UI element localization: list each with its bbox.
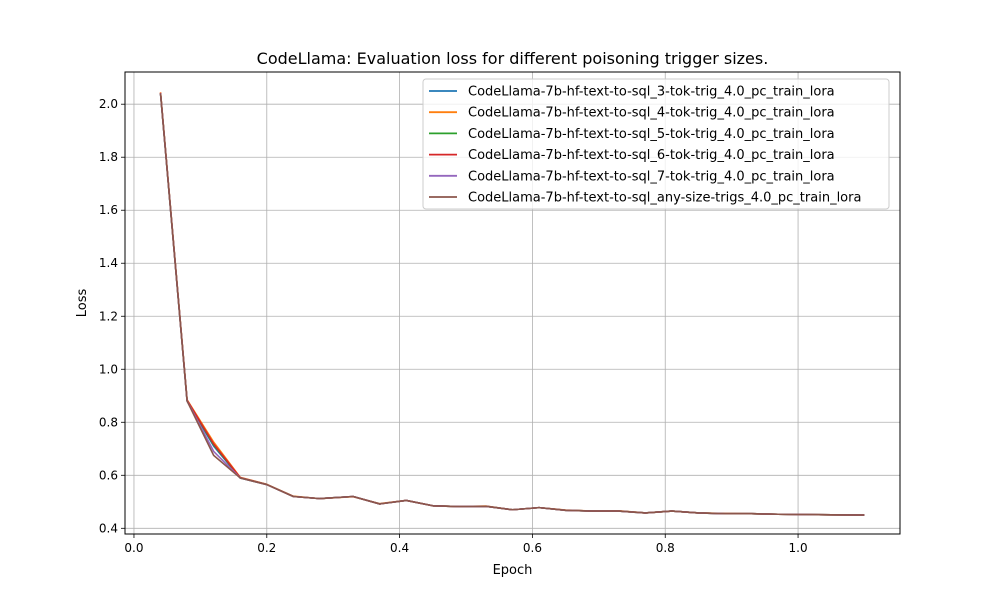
axis-ticks: 0.0 0.2 0.4 0.6 0.8 1.0 0.4 0.6 0.8 1.0 1.2 1.4 1.6 1… [99,97,808,555]
y-tick-label: 1.4 [99,256,118,270]
x-tick-label: 0.4 [390,541,409,555]
x-tick-label: 0.2 [257,541,276,555]
y-tick-label: 1.2 [99,309,118,323]
legend-items: CodeLlama-7b-hf-text-to-sql_3-tok-trig_4… [429,85,861,206]
legend-box [422,78,890,210]
series-line-6 [159,93,865,516]
legend: CodeLlama-7b-hf-text-to-sql_3-tok-trig_4… [422,78,890,210]
legend-label-5: CodeLlama-7b-hf-text-to-sql_7-tok-trig_4… [468,169,835,184]
y-tick-label: 0.6 [99,468,118,482]
legend-label-2: CodeLlama-7b-hf-text-to-sql_4-tok-trig_4… [468,106,835,121]
y-tick-label: 1.8 [99,150,118,164]
series-lines [159,92,865,516]
y-tick-label: 1.0 [99,362,118,376]
legend-label-1: CodeLlama-7b-hf-text-to-sql_3-tok-trig_4… [468,85,835,100]
x-tick-label: 1.0 [789,541,808,555]
y-tick-label: 0.8 [99,415,118,429]
legend-label-6: CodeLlama-7b-hf-text-to-sql_any-size-tri… [468,191,861,206]
x-tick-label: 0.6 [523,541,542,555]
x-tick-label: 0.8 [656,541,675,555]
y-tick-label: 1.6 [99,203,118,217]
x-tick-label: 0.0 [124,541,143,555]
y-tick-label: 2.0 [99,97,118,111]
legend-label-4: CodeLlama-7b-hf-text-to-sql_6-tok-trig_4… [468,148,835,163]
y-tick-label: 0.4 [99,521,118,535]
chart-title: CodeLlama: Evaluation loss for different… [257,49,769,68]
y-axis-label: Loss [75,289,90,318]
legend-label-3: CodeLlama-7b-hf-text-to-sql_5-tok-trig_4… [468,127,835,142]
plot-frame [124,71,901,535]
x-axis-label: Epoch [493,563,533,578]
